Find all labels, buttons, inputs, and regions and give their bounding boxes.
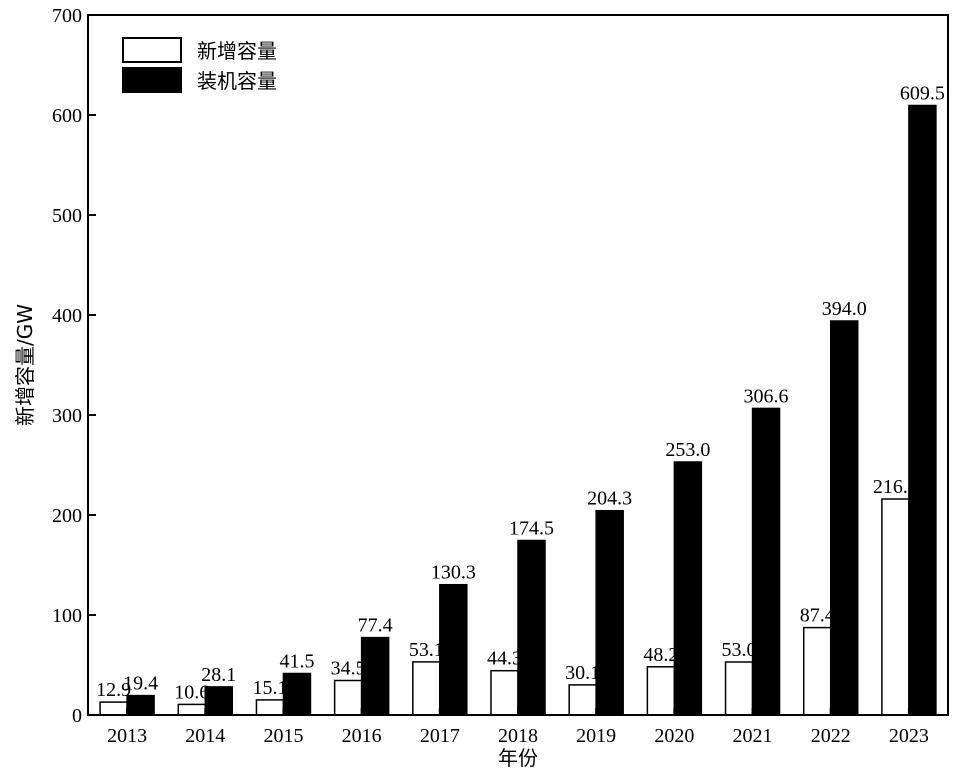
- bar-new-capacity: [99, 701, 128, 716]
- data-label: 15.1: [252, 677, 287, 699]
- x-tick-label: 2023: [889, 725, 929, 747]
- bar-new-capacity: [881, 498, 910, 716]
- y-tick-label: 500: [52, 205, 82, 227]
- bar-new-capacity: [177, 703, 207, 716]
- data-label: 28.1: [201, 664, 236, 686]
- legend-swatch-installed-capacity: [122, 67, 182, 93]
- data-label: 41.5: [279, 651, 314, 673]
- bar-installed-capacity: [673, 461, 703, 716]
- x-tick-label: 2014: [185, 725, 225, 747]
- data-label: 87.4: [800, 605, 835, 627]
- data-label: 53.1: [409, 639, 444, 661]
- x-axis: 2013 2014 2015 2016 2017 2018 2019 2020 2021 2022…: [107, 708, 929, 747]
- legend-label-installed-capacity: 装机容量: [197, 69, 277, 93]
- data-label: 204.3: [587, 488, 632, 510]
- y-tick-label: 100: [52, 605, 82, 627]
- bar-new-capacity: [255, 699, 285, 716]
- x-tick-label: 2019: [576, 725, 616, 747]
- data-label: 306.6: [744, 385, 789, 407]
- data-label: 394.0: [822, 298, 867, 320]
- x-tick-label: 2017: [420, 725, 460, 747]
- bar-installed-capacity: [204, 686, 234, 716]
- data-label: 34.5: [331, 658, 366, 680]
- bars-layer: [99, 104, 937, 716]
- legend-label-new-capacity: 新增容量: [197, 39, 277, 63]
- x-tick-label: 2020: [654, 725, 694, 747]
- y-axis-title: 新增容量/GW: [13, 304, 37, 426]
- data-labels-layer: 12.919.4 10.628.1 15.1 41.5 34.5 77.4 53.1 130.…: [96, 83, 945, 704]
- data-label: 10.6: [174, 681, 209, 703]
- bar-new-capacity: [412, 661, 441, 716]
- bar-installed-capacity: [751, 407, 781, 716]
- data-label: 253.0: [665, 439, 710, 461]
- data-label: 174.5: [509, 518, 554, 540]
- data-label: 12.9: [96, 679, 131, 701]
- bar-installed-capacity: [908, 104, 937, 716]
- legend-swatch-new-capacity: [122, 37, 182, 63]
- data-label: 30.1: [565, 662, 600, 684]
- x-tick-label: 2021: [733, 725, 773, 747]
- bar-new-capacity: [724, 661, 754, 716]
- x-axis-title: 年份: [498, 746, 538, 770]
- data-label: 44.3: [487, 648, 522, 670]
- bar-installed-capacity: [439, 583, 468, 716]
- y-tick-label: 700: [52, 5, 82, 27]
- bar-new-capacity: [490, 669, 519, 716]
- legend: 新增容量 装机容量: [122, 37, 277, 93]
- y-tick-label: 300: [52, 405, 82, 427]
- bar-installed-capacity: [595, 509, 624, 716]
- y-tick-label: 600: [52, 105, 82, 127]
- x-tick-label: 2013: [107, 725, 147, 747]
- data-label: 609.5: [900, 83, 945, 105]
- bar-new-capacity: [333, 679, 363, 716]
- data-label: 130.3: [431, 562, 476, 584]
- y-axis: 0 100 200 300 400 500 600 700: [52, 5, 96, 727]
- bar-installed-capacity: [360, 636, 390, 716]
- data-label: 19.4: [123, 673, 158, 695]
- bar-installed-capacity: [829, 320, 859, 716]
- x-tick-label: 2015: [263, 725, 303, 747]
- y-tick-label: 200: [52, 505, 82, 527]
- data-label: 216.0: [873, 476, 918, 498]
- x-tick-label: 2016: [342, 725, 382, 747]
- bar-installed-capacity: [282, 672, 312, 716]
- data-label: 48.2: [643, 644, 678, 666]
- y-tick-label: 400: [52, 305, 82, 327]
- x-tick-label: 2022: [811, 725, 851, 747]
- data-label: 53.0: [722, 639, 757, 661]
- y-tick-label: 0: [72, 705, 82, 727]
- bar-installed-capacity: [517, 539, 546, 716]
- bar-new-capacity: [568, 684, 597, 716]
- bar-new-capacity: [802, 626, 832, 716]
- bar-new-capacity: [646, 666, 676, 716]
- x-tick-label: 2018: [498, 725, 538, 747]
- data-label: 77.4: [358, 615, 393, 637]
- bar-installed-capacity: [126, 694, 155, 716]
